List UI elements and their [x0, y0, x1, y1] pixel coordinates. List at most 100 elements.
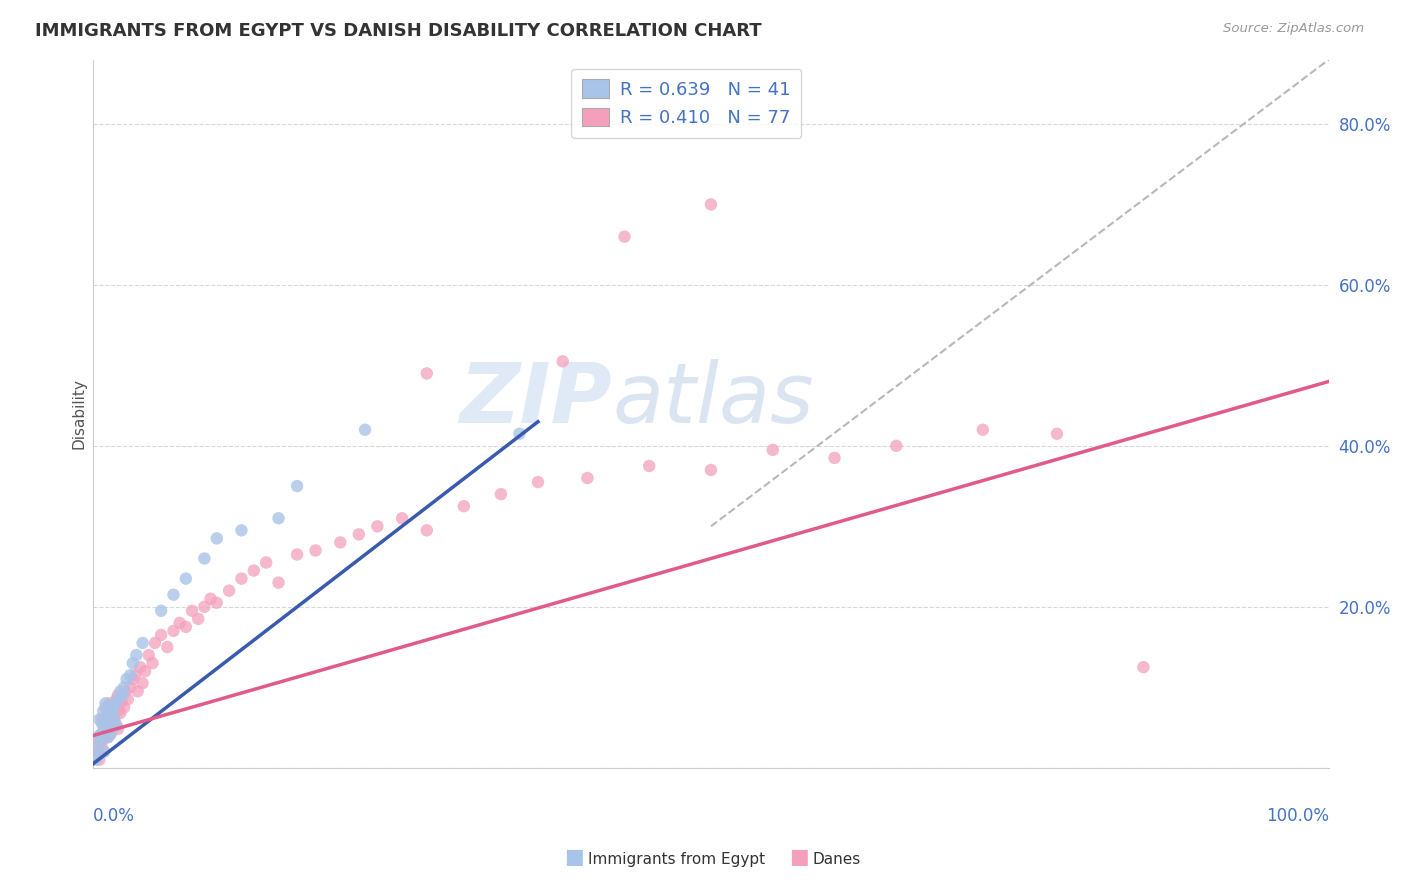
Point [205, 532, 228, 546]
Point [91, 724, 114, 739]
Point [97, 730, 120, 744]
Point [129, 660, 152, 674]
Point [115, 672, 138, 686]
Point [329, 535, 352, 549]
Point [110, 706, 132, 720]
Point [84, 753, 107, 767]
Point [98, 696, 121, 710]
Point [304, 543, 326, 558]
Point [117, 692, 139, 706]
Text: IMMIGRANTS FROM EGYPT VS DANISH DISABILITY CORRELATION CHART: IMMIGRANTS FROM EGYPT VS DANISH DISABILI… [35, 22, 762, 40]
Text: ZIP: ZIP [460, 359, 612, 440]
Point [90, 740, 112, 755]
Point [162, 588, 184, 602]
Point [416, 367, 439, 381]
Point [347, 527, 370, 541]
Point [1046, 426, 1069, 441]
Text: Source: ZipAtlas.com: Source: ZipAtlas.com [1223, 22, 1364, 36]
Point [972, 423, 994, 437]
Point [91, 705, 114, 719]
Point [200, 591, 222, 606]
Point [762, 442, 785, 457]
Point [100, 705, 122, 719]
Point [87, 748, 110, 763]
Point [101, 714, 124, 728]
Point [193, 551, 215, 566]
Point [110, 695, 132, 709]
Point [508, 426, 530, 441]
Point [98, 700, 121, 714]
Point [121, 656, 143, 670]
Point [84, 748, 107, 763]
Point [416, 524, 439, 538]
Point [127, 684, 149, 698]
Point [90, 729, 112, 743]
Point [267, 511, 290, 525]
Point [120, 668, 142, 682]
Point [90, 716, 112, 731]
Text: atlas: atlas [612, 359, 814, 440]
Point [87, 745, 110, 759]
Point [231, 524, 253, 538]
Point [93, 745, 115, 759]
Point [94, 721, 117, 735]
Text: 100.0%: 100.0% [1265, 806, 1329, 824]
Point [131, 676, 153, 690]
Point [100, 727, 122, 741]
Point [98, 708, 121, 723]
Point [125, 648, 148, 662]
Point [205, 596, 228, 610]
Point [104, 716, 127, 731]
Point [576, 471, 599, 485]
Point [700, 463, 723, 477]
Point [103, 711, 125, 725]
Point [86, 740, 108, 755]
Point [174, 620, 197, 634]
Point [108, 703, 131, 717]
Y-axis label: Disability: Disability [72, 378, 86, 449]
Point [105, 692, 128, 706]
Point [174, 572, 197, 586]
Point [527, 475, 550, 489]
Text: 0.0%: 0.0% [93, 806, 135, 824]
Point [112, 680, 135, 694]
Point [366, 519, 388, 533]
Point [391, 511, 413, 525]
Point [1132, 660, 1154, 674]
Point [141, 656, 163, 670]
Point [89, 753, 111, 767]
Point [111, 688, 134, 702]
Point [94, 700, 117, 714]
Point [90, 732, 112, 747]
Point [97, 730, 120, 744]
Point [110, 684, 132, 698]
Point [107, 722, 129, 736]
Point [107, 688, 129, 702]
Point [89, 729, 111, 743]
Point [267, 575, 290, 590]
Point [96, 716, 118, 731]
Point [162, 624, 184, 638]
Point [105, 719, 128, 733]
Point [134, 664, 156, 678]
Point [90, 713, 112, 727]
Point [489, 487, 512, 501]
Text: ■: ■ [564, 847, 583, 867]
Point [91, 732, 114, 747]
Point [103, 713, 125, 727]
Point [193, 599, 215, 614]
Point [94, 696, 117, 710]
Point [613, 229, 636, 244]
Point [124, 668, 146, 682]
Point [181, 604, 204, 618]
Point [96, 708, 118, 723]
Point [93, 721, 115, 735]
Point [150, 628, 173, 642]
Point [354, 423, 377, 437]
Point [231, 572, 253, 586]
Point [120, 680, 142, 694]
Point [100, 727, 122, 741]
Point [86, 737, 108, 751]
Point [453, 499, 475, 513]
Point [824, 450, 846, 465]
